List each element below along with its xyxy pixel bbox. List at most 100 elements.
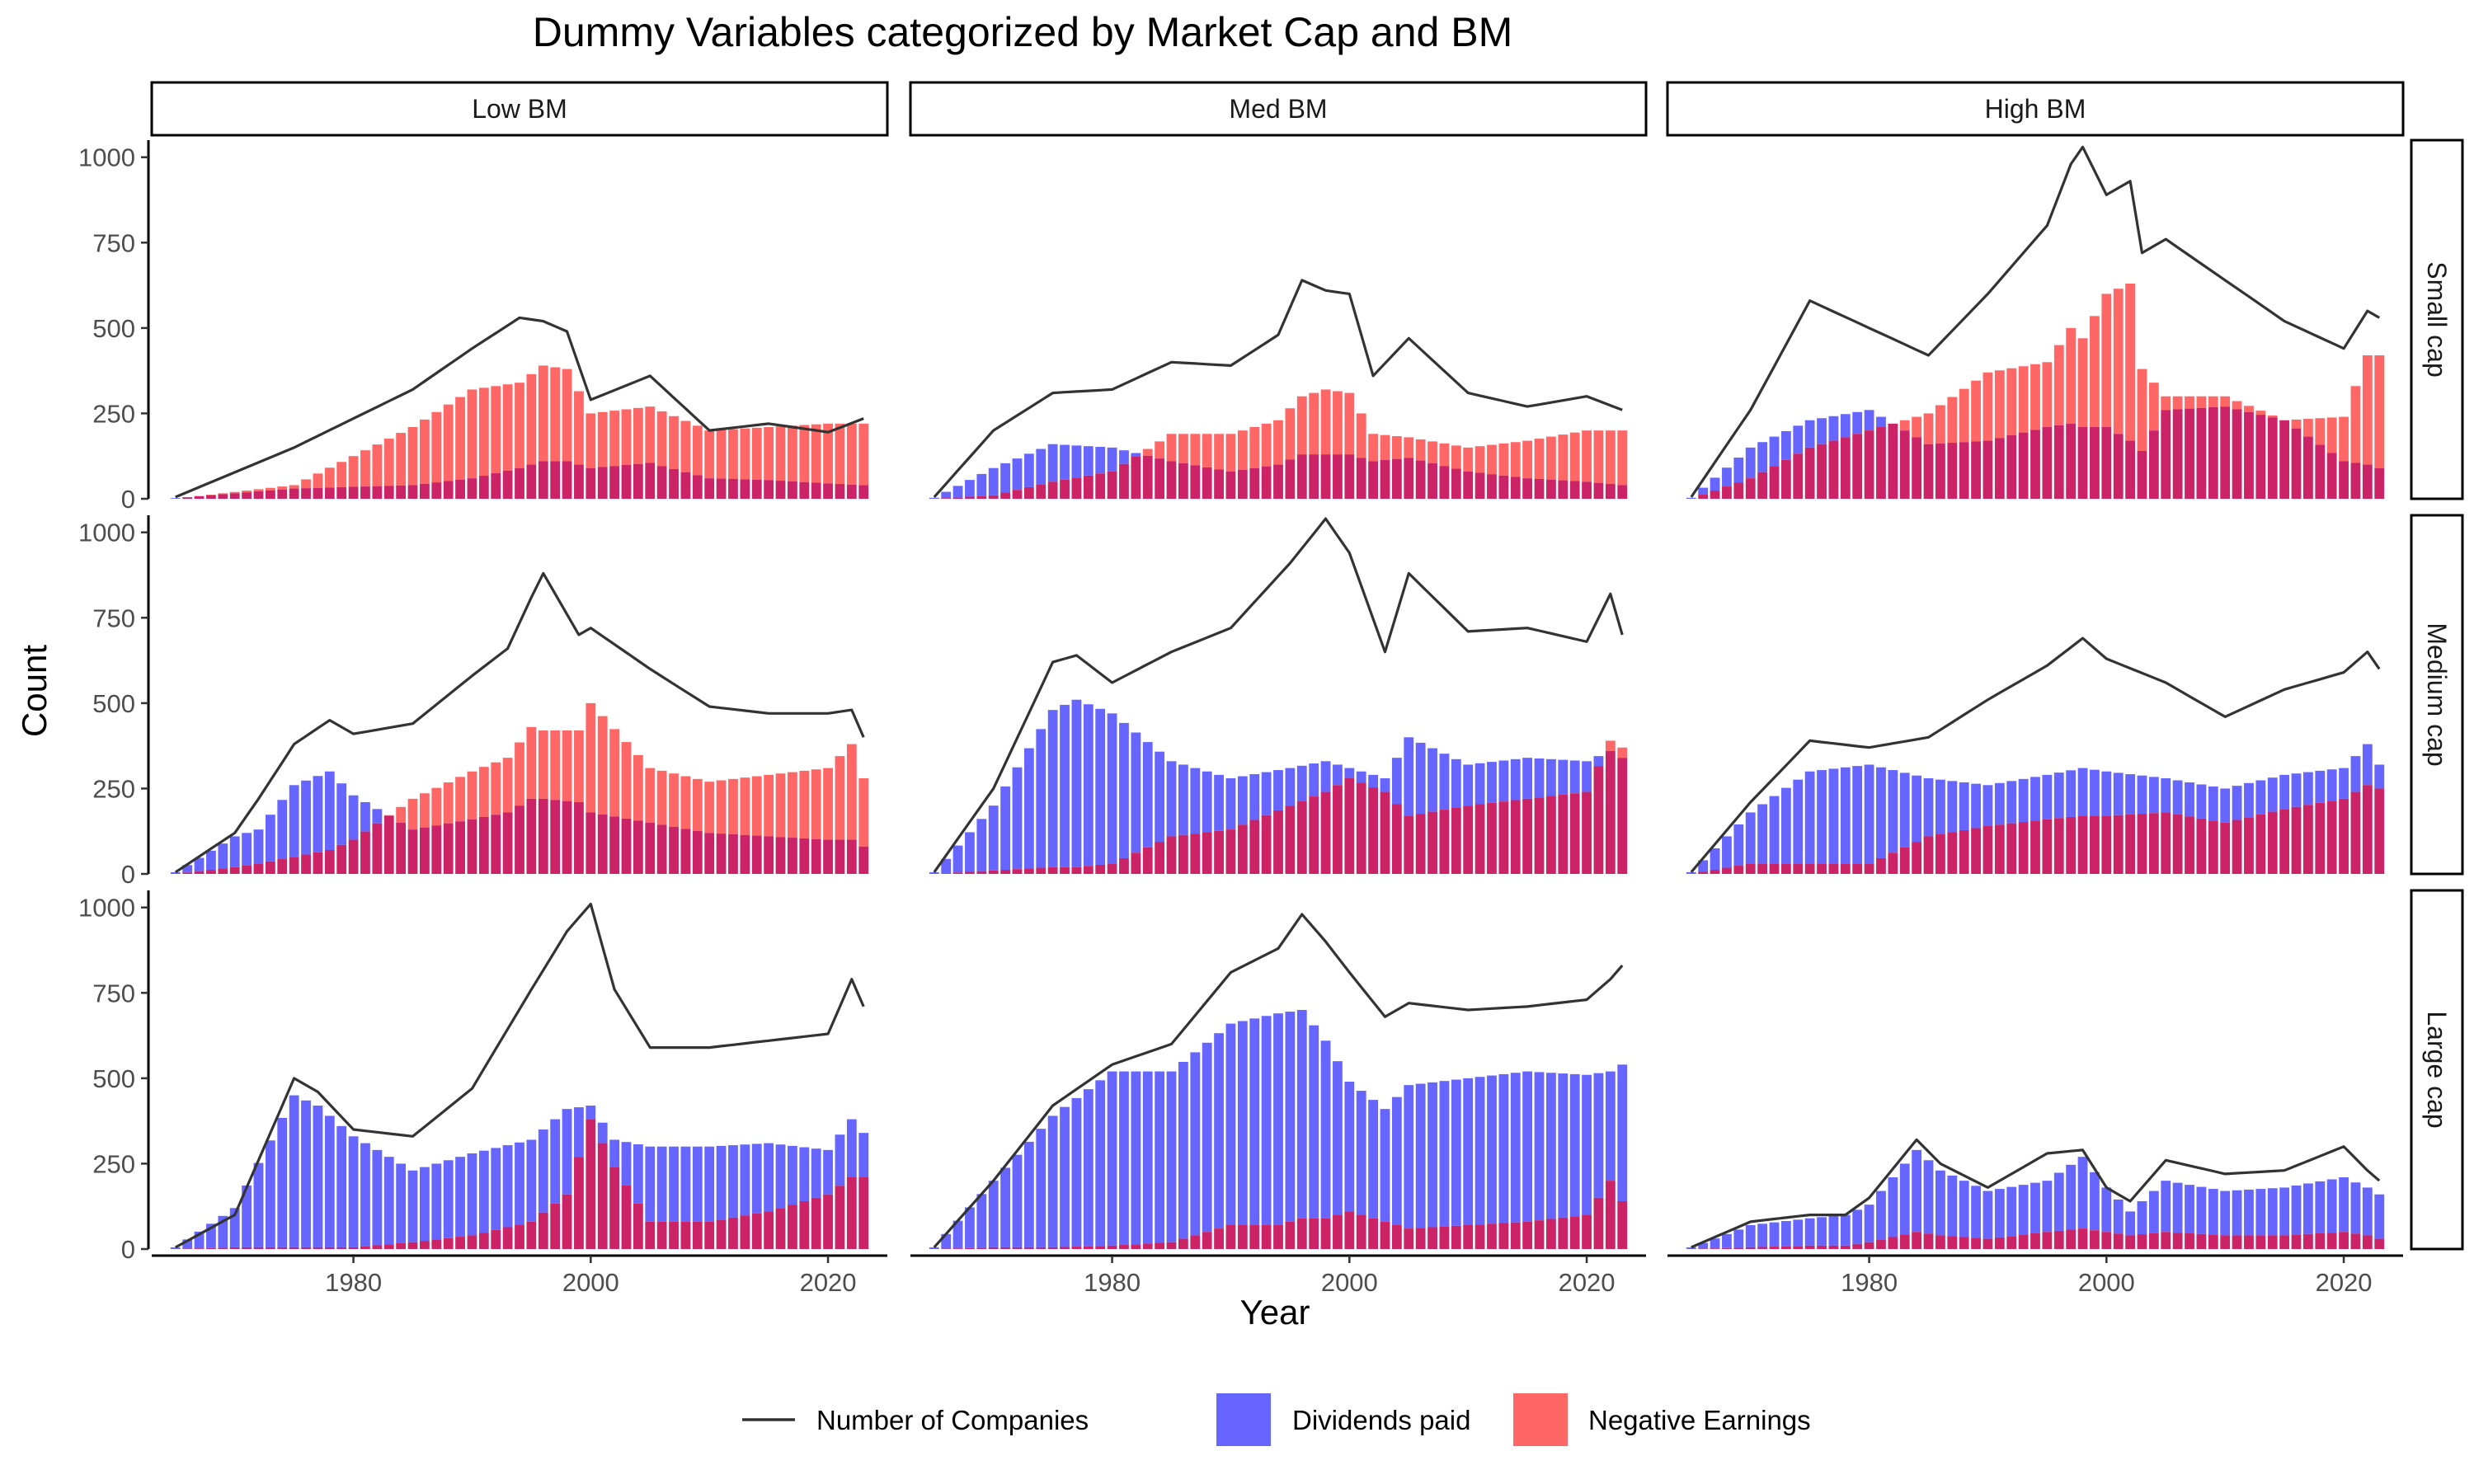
chart-title: Dummy Variables categorized by Market Ca… <box>533 9 1512 55</box>
bar-overlap <box>751 835 762 874</box>
bar-dividends <box>1971 1186 1981 1238</box>
bar-overlap <box>1994 1237 2005 1249</box>
bar-overlap <box>502 812 513 874</box>
bar-dividends <box>2137 775 2147 815</box>
bar-overlap <box>680 829 691 874</box>
bar-overlap <box>1012 490 1023 499</box>
bar-overlap <box>858 846 869 874</box>
bar-overlap <box>1083 866 1094 874</box>
panel-large-cap-med-bm <box>929 913 1628 1249</box>
bar-dividends <box>2101 771 2112 816</box>
bar-dividends <box>1155 1071 1165 1243</box>
bar-overlap <box>2196 1233 2207 1249</box>
bar-dividends <box>2350 756 2361 792</box>
bar-dividends <box>1047 444 1058 482</box>
bar-dividends <box>2030 1182 2040 1233</box>
bar-dividends <box>1593 1073 1604 1198</box>
bar-overlap <box>1605 750 1616 874</box>
bar-overlap <box>704 1221 715 1249</box>
bar-negative-earnings <box>823 423 833 484</box>
bar-dividends <box>277 1117 288 1247</box>
bar-overlap <box>1237 469 1248 499</box>
bar-dividends <box>1959 782 1969 830</box>
bar-negative-earnings <box>1534 439 1545 479</box>
bar-overlap <box>621 464 632 499</box>
bar-overlap <box>846 839 857 874</box>
bar-overlap <box>976 1247 987 1249</box>
bar-overlap <box>562 1194 572 1249</box>
bar-dividends <box>988 1181 999 1247</box>
bar-overlap <box>1793 453 1804 499</box>
bar-overlap <box>1119 463 1129 499</box>
bar-dividends <box>2030 777 2040 821</box>
bar-dividends <box>2018 1185 2029 1235</box>
bar-overlap <box>478 816 489 874</box>
bar-overlap <box>1060 866 1070 874</box>
bar-dividends <box>1214 774 1224 831</box>
bar-dividends <box>1119 722 1129 858</box>
bar-negative-earnings <box>788 772 797 838</box>
bar-dividends <box>1804 1218 1815 1246</box>
bar-negative-earnings <box>2350 386 2361 463</box>
bar-overlap <box>621 1185 632 1249</box>
bar-dividends <box>1391 758 1402 805</box>
bar-dividends <box>823 1149 833 1195</box>
bar-overlap <box>1876 857 1886 874</box>
bar-negative-earnings <box>1582 430 1592 482</box>
bar-overlap <box>229 493 240 499</box>
bar-overlap <box>1439 466 1450 499</box>
bar-dividends <box>1000 1167 1010 1247</box>
bar-dividends <box>1769 436 1780 467</box>
bar-overlap <box>396 822 407 874</box>
bar-dividends <box>2339 768 2349 799</box>
bar-overlap <box>2208 820 2218 874</box>
bar-overlap <box>1333 1214 1343 1249</box>
bar-negative-earnings <box>2018 366 2029 433</box>
bar-dividends <box>1047 710 1058 867</box>
bar-overlap <box>1593 482 1604 499</box>
bar-dividends <box>680 1146 691 1222</box>
bar-dividends <box>1912 1149 1922 1233</box>
bar-dividends <box>1793 425 1804 454</box>
bar-dividends <box>1451 758 1461 808</box>
bar-overlap <box>1214 469 1224 499</box>
bar-dividends <box>941 1233 952 1249</box>
bar-overlap <box>538 461 548 499</box>
bar-overlap <box>1296 454 1307 499</box>
bar-overlap <box>1344 454 1355 499</box>
bar-dividends <box>1593 756 1604 767</box>
bar-negative-earnings <box>692 778 703 831</box>
bar-dividends <box>1131 1071 1141 1245</box>
bar-negative-earnings <box>1214 434 1224 470</box>
bar-dividends <box>1546 758 1556 796</box>
bar-dividends <box>550 1119 561 1204</box>
bar-dividends <box>1582 761 1592 792</box>
bar-negative-earnings <box>348 456 359 487</box>
bar-dividends <box>1733 824 1744 866</box>
bar-dividends <box>586 1106 596 1120</box>
bar-overlap <box>2018 1234 2029 1249</box>
bar-overlap <box>467 1235 477 1249</box>
bar-dividends <box>2315 1181 2326 1233</box>
bar-overlap <box>1095 473 1106 499</box>
bar-dividends <box>2077 768 2088 816</box>
bar-overlap <box>988 870 999 874</box>
bar-overlap <box>1000 870 1010 874</box>
strip-label-large-cap: Large cap <box>2422 1011 2452 1128</box>
bar-dividends <box>1023 748 1034 869</box>
bar-overlap <box>1923 1233 1934 1249</box>
bar-dividends <box>538 1129 548 1213</box>
bar-dividends <box>1083 1089 1094 1247</box>
bar-overlap <box>1935 443 1945 499</box>
bar-dividends <box>1273 1013 1283 1225</box>
bar-overlap <box>1036 1247 1047 1249</box>
bar-dividends <box>1368 1100 1378 1219</box>
bar-overlap <box>491 815 501 874</box>
bar-overlap <box>811 1197 821 1249</box>
bar-dividends <box>988 467 999 495</box>
bar-overlap <box>941 873 952 874</box>
bar-overlap <box>1994 438 2005 499</box>
bar-dividends <box>1876 767 1886 858</box>
bar-overlap <box>586 467 596 499</box>
bar-overlap <box>952 872 963 874</box>
